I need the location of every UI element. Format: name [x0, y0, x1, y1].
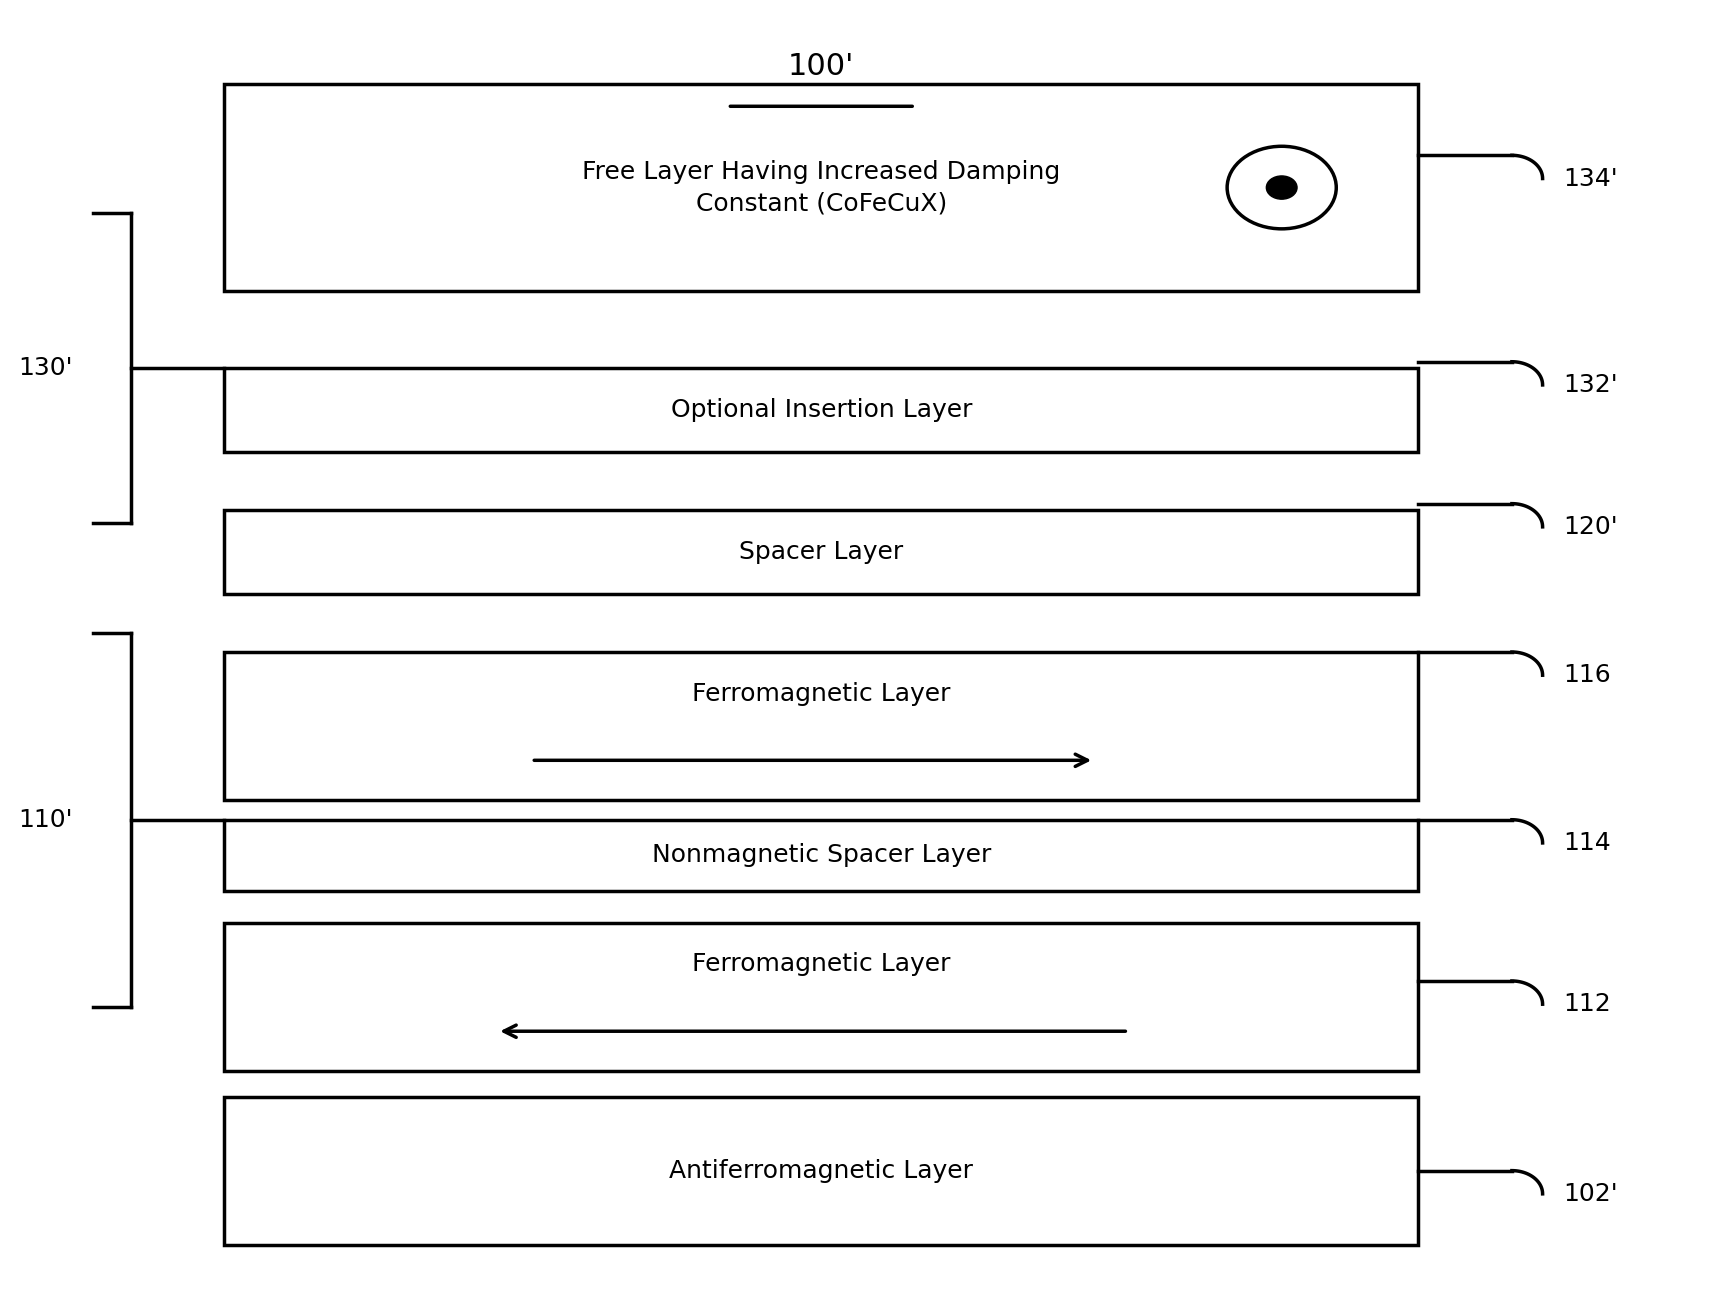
Bar — [225, 510, 1419, 593]
Text: 132': 132' — [1562, 373, 1618, 396]
Text: Nonmagnetic Spacer Layer: Nonmagnetic Spacer Layer — [651, 844, 991, 867]
Text: 100': 100' — [788, 52, 854, 81]
Text: 120': 120' — [1562, 515, 1618, 539]
Text: 134': 134' — [1562, 167, 1618, 190]
Bar — [225, 820, 1419, 891]
Text: Optional Insertion Layer: Optional Insertion Layer — [670, 398, 972, 422]
Bar — [225, 652, 1419, 801]
Bar — [225, 368, 1419, 452]
Text: 130': 130' — [19, 356, 73, 381]
Bar — [225, 923, 1419, 1072]
Text: Spacer Layer: Spacer Layer — [740, 540, 904, 565]
Text: 112: 112 — [1562, 992, 1611, 1016]
Text: Ferromagnetic Layer: Ferromagnetic Layer — [693, 952, 951, 977]
Bar — [225, 85, 1419, 291]
Text: Antiferromagnetic Layer: Antiferromagnetic Layer — [669, 1159, 973, 1183]
Text: 102': 102' — [1562, 1181, 1618, 1206]
Circle shape — [1266, 176, 1297, 200]
Bar — [225, 1097, 1419, 1245]
Text: 110': 110' — [19, 807, 73, 832]
Text: 114: 114 — [1562, 831, 1611, 855]
Text: Free Layer Having Increased Damping
Constant (CoFeCuX): Free Layer Having Increased Damping Cons… — [582, 160, 1060, 215]
Text: 116: 116 — [1562, 664, 1611, 687]
Text: Ferromagnetic Layer: Ferromagnetic Layer — [693, 682, 951, 705]
